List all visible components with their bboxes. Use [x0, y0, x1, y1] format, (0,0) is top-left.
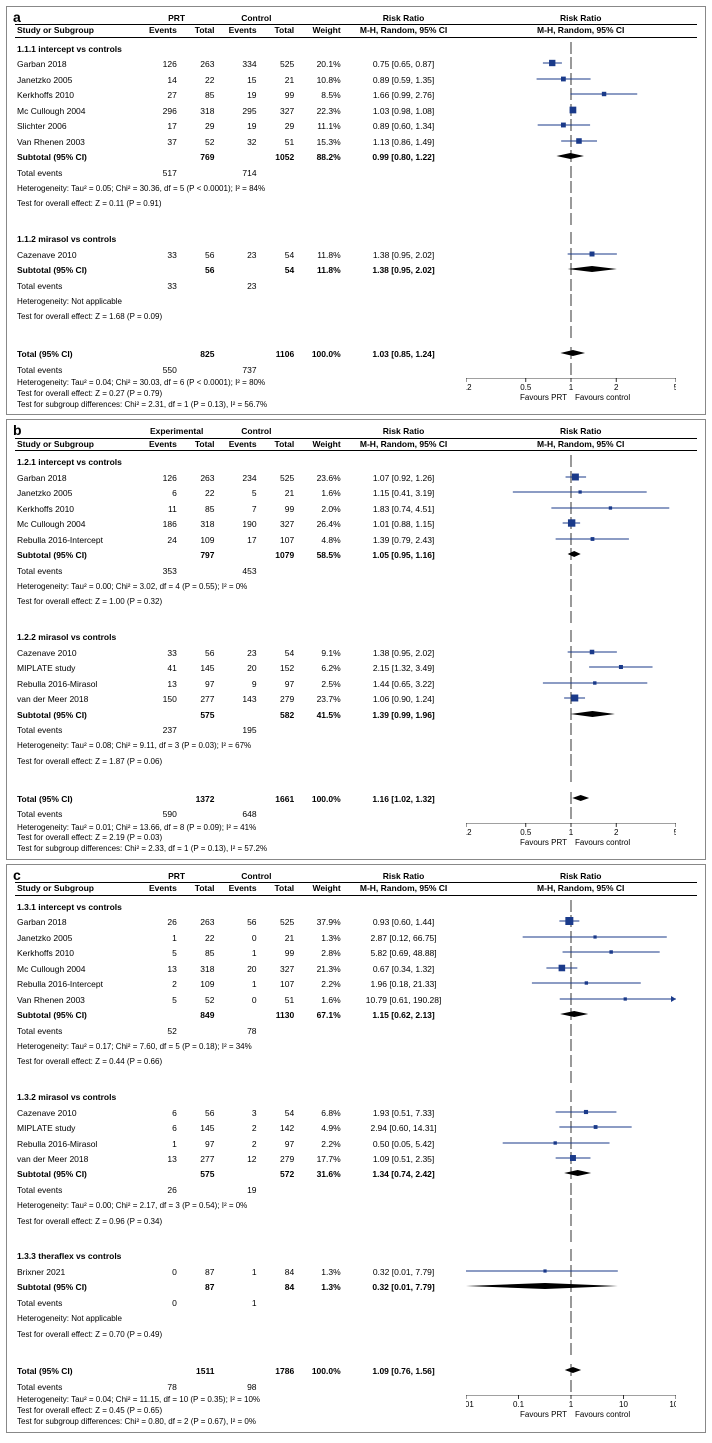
svg-text:Favours PRT: Favours PRT	[520, 1410, 567, 1419]
study-row: Rebulla 2016-Intercept 2109 1107 2.2% 1.…	[15, 977, 697, 992]
study-row: Brixner 2021 087 184 1.3% 0.32 [0.01, 7.…	[15, 1265, 697, 1280]
study-row: Janetzko 2005 122 021 1.3% 2.87 [0.12, 6…	[15, 931, 697, 946]
svg-text:100: 100	[670, 1400, 677, 1409]
study-row: van der Meer 2018 13277 12279 17.7% 1.09…	[15, 1152, 697, 1167]
study-row: Garban 2018 126263 234525 23.6% 1.07 [0.…	[15, 471, 697, 486]
forest-plot-c: PRT Control Risk Ratio Risk Ratio Study …	[15, 871, 697, 1428]
study-row: Mc Cullough 2004 186318 190327 26.4% 1.0…	[15, 517, 697, 532]
study-row: Kerkhoffs 2010 585 199 2.8% 5.82 [0.69, …	[15, 946, 697, 961]
study-row: Rebulla 2016-Mirasol 1397 997 2.5% 1.44 …	[15, 677, 697, 692]
svg-text:0.1: 0.1	[513, 1400, 525, 1409]
svg-text:2: 2	[614, 383, 619, 392]
study-row: Kerkhoffs 2010 1185 799 2.0% 1.83 [0.74,…	[15, 502, 697, 517]
svg-text:Favours PRT: Favours PRT	[520, 838, 567, 847]
study-row: Rebulla 2016-Intercept 24109 17107 4.8% …	[15, 533, 697, 548]
study-row: Mc Cullough 2004 296318 295327 22.3% 1.0…	[15, 104, 697, 119]
panel-b: b Experimental Control Risk Ratio Risk R…	[6, 419, 706, 859]
panel-c: c PRT Control Risk Ratio Risk Ratio Stud…	[6, 864, 706, 1433]
svg-text:1: 1	[569, 383, 574, 392]
study-row: Mc Cullough 2004 13318 20327 21.3% 0.67 …	[15, 962, 697, 977]
study-row: Garban 2018 26263 56525 37.9% 0.93 [0.60…	[15, 915, 697, 930]
svg-text:0.2: 0.2	[466, 828, 472, 837]
panel-label: c	[13, 867, 21, 883]
study-row: Cazenave 2010 656 354 6.8% 1.93 [0.51, 7…	[15, 1106, 697, 1121]
svg-text:1: 1	[569, 1400, 574, 1409]
svg-text:0.5: 0.5	[521, 383, 533, 392]
study-row: MIPLATE study 41145 20152 6.2% 2.15 [1.3…	[15, 661, 697, 676]
study-row: Garban 2018 126263 334525 20.1% 0.75 [0.…	[15, 57, 697, 72]
study-row: Rebulla 2016-Mirasol 197 297 2.2% 0.50 […	[15, 1137, 697, 1152]
forest-plot-a: PRT Control Risk Ratio Risk Ratio Study …	[15, 13, 697, 410]
svg-text:Favours control: Favours control	[575, 393, 630, 402]
svg-text:Favours control: Favours control	[575, 1410, 630, 1419]
svg-text:5: 5	[674, 383, 676, 392]
study-row: MIPLATE study 6145 2142 4.9% 2.94 [0.60,…	[15, 1121, 697, 1136]
forest-plot-b: Experimental Control Risk Ratio Risk Rat…	[15, 426, 697, 854]
study-row: Janetzko 2005 1422 1521 10.8% 0.89 [0.59…	[15, 73, 697, 88]
study-row: van der Meer 2018 150277 143279 23.7% 1.…	[15, 692, 697, 707]
study-row: Cazenave 2010 3356 2354 11.8% 1.38 [0.95…	[15, 248, 697, 263]
study-row: Kerkhoffs 2010 2785 1999 8.5% 1.66 [0.99…	[15, 88, 697, 103]
study-row: Slichter 2006 1729 1929 11.1% 0.89 [0.60…	[15, 119, 697, 134]
study-row: Van Rhenen 2003 3752 3251 15.3% 1.13 [0.…	[15, 135, 697, 150]
panel-label: b	[13, 422, 22, 438]
study-row: Van Rhenen 2003 552 051 1.6% 10.79 [0.61…	[15, 993, 697, 1008]
panel-a: a PRT Control Risk Ratio Risk Ratio Stud…	[6, 6, 706, 415]
svg-text:0.5: 0.5	[521, 828, 533, 837]
svg-text:0.2: 0.2	[466, 383, 472, 392]
svg-text:Favours PRT: Favours PRT	[520, 393, 567, 402]
svg-text:10: 10	[620, 1400, 629, 1409]
panel-label: a	[13, 9, 21, 25]
study-row: Cazenave 2010 3356 2354 9.1% 1.38 [0.95,…	[15, 646, 697, 661]
svg-text:Favours control: Favours control	[575, 838, 630, 847]
svg-text:1: 1	[569, 828, 574, 837]
svg-text:0.01: 0.01	[466, 1400, 474, 1409]
svg-text:5: 5	[674, 828, 676, 837]
svg-text:2: 2	[614, 828, 619, 837]
study-row: Janetzko 2005 622 521 1.6% 1.15 [0.41, 3…	[15, 486, 697, 501]
